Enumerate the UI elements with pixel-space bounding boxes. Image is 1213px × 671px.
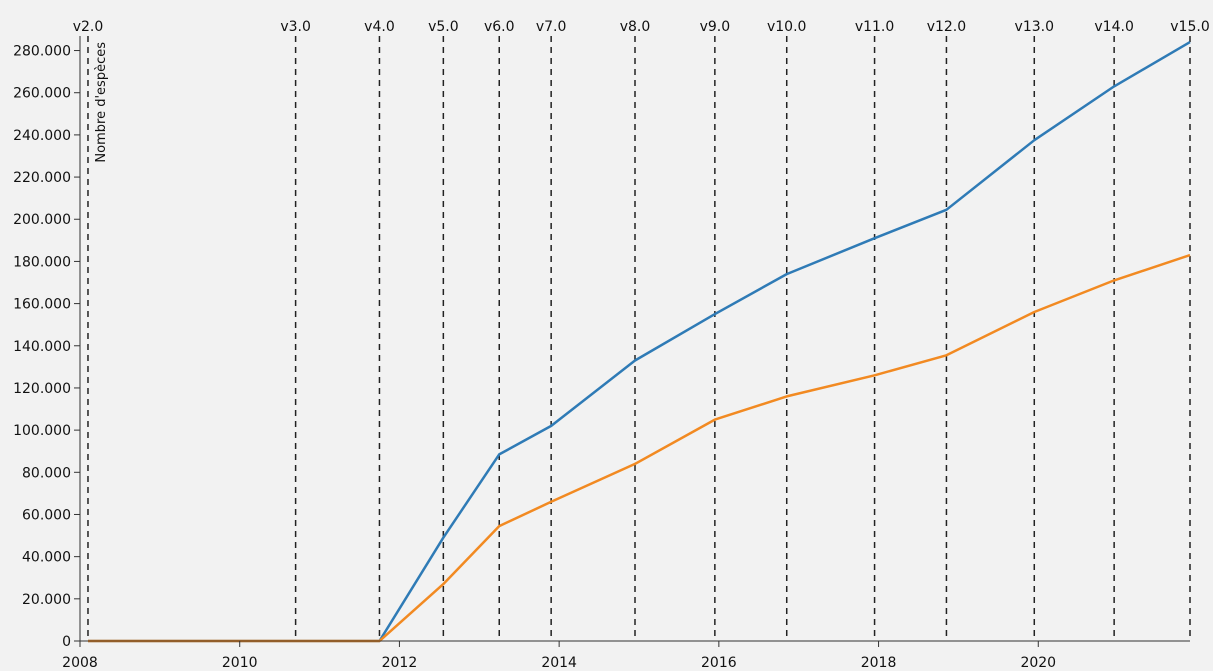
series-line-1 [88, 41, 1191, 643]
y-tick-label: 220.000 [13, 170, 71, 186]
version-label: v7.0 [536, 19, 567, 35]
version-label: v11.0 [855, 19, 894, 35]
y-tick-label: 120.000 [13, 381, 71, 397]
y-tick-label: 160.000 [13, 297, 71, 313]
y-tick-label: 140.000 [13, 339, 71, 355]
version-label: v4.0 [364, 19, 395, 35]
version-label: v2.0 [73, 19, 104, 35]
series-line-2 [88, 253, 1191, 643]
x-tick-label: 2008 [62, 655, 98, 671]
version-label: v3.0 [280, 19, 311, 35]
y-tick-label: 200.000 [13, 212, 71, 228]
version-label: v5.0 [428, 19, 459, 35]
y-tick-label: 180.000 [13, 254, 71, 270]
version-label: v12.0 [927, 19, 966, 35]
x-tick-label: 2010 [222, 655, 258, 671]
x-tick-label: 2014 [541, 655, 577, 671]
version-label: v13.0 [1015, 19, 1054, 35]
y-tick-label: 20.000 [22, 592, 71, 608]
version-label: v15.0 [1170, 19, 1209, 35]
x-tick-label: 2020 [1020, 655, 1056, 671]
series-lines [88, 41, 1191, 643]
version-label: v14.0 [1094, 19, 1133, 35]
x-tick-label: 2012 [382, 655, 418, 671]
version-label: v6.0 [484, 19, 515, 35]
x-axis: 2008 2010 2012 2014 2016 2018 2020 [62, 640, 1190, 671]
y-tick-label: 60.000 [22, 507, 71, 523]
version-label: v9.0 [700, 19, 731, 35]
x-tick-label: 2016 [701, 655, 737, 671]
x-tick-label: 2018 [861, 655, 897, 671]
version-label: v8.0 [620, 19, 651, 35]
y-tick-label: 100.000 [13, 423, 71, 439]
version-lines: v2.0 v3.0 v4.0 v5.0 v6.0 v7.0 v8.0 v9.0 v10.0 v11… [73, 19, 1210, 641]
y-tick-label: 260.000 [13, 86, 71, 102]
version-label: v10.0 [767, 19, 806, 35]
y-axis: 0 20.000 40.000 60.000 80.000 100.000 120.000 1… [13, 36, 81, 650]
y-tick-label: 240.000 [13, 128, 71, 144]
y-tick-label: 80.000 [22, 465, 71, 481]
y-tick-label: 40.000 [22, 550, 71, 566]
y-tick-label: 0 [62, 634, 71, 650]
y-tick-label: 280.000 [13, 44, 71, 60]
y-axis-title: Nombre d'espèces [94, 42, 109, 163]
